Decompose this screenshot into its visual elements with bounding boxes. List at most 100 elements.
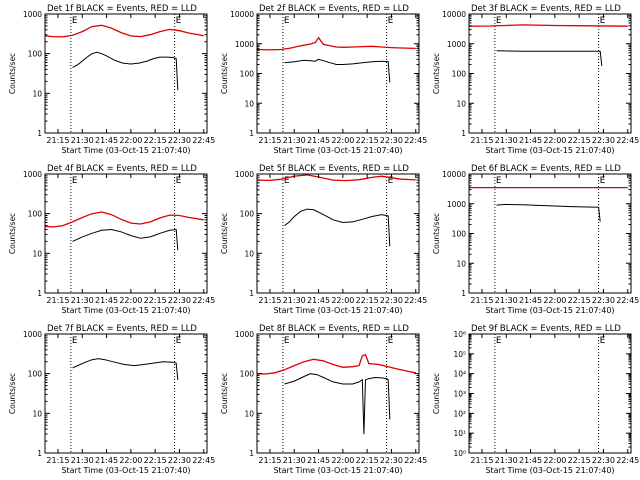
- series-line-black: [496, 50, 603, 66]
- plot-frame: [468, 13, 632, 134]
- series-line-black: [496, 203, 601, 222]
- x-tick-label: 22:45: [404, 296, 427, 305]
- x-tick-label: 21:15: [46, 456, 69, 465]
- x-tick-label: 22:15: [144, 456, 167, 465]
- x-tick-label: 21:45: [519, 456, 542, 465]
- x-tick-label: 21:15: [470, 136, 493, 145]
- y-tick-label: 1: [37, 129, 42, 138]
- y-axis-label: Counts/sec: [220, 373, 229, 414]
- x-tick-label: 21:30: [71, 296, 94, 305]
- panel-title: Det 4f BLACK = Events, RED = LLD: [47, 164, 197, 174]
- event-marker-label: E: [72, 16, 78, 26]
- x-tick-label: 22:30: [380, 456, 403, 465]
- y-axis-label: Counts/sec: [8, 213, 17, 254]
- x-tick-label: 22:15: [356, 136, 379, 145]
- y-tick-label: 100: [240, 70, 255, 79]
- x-tick-label: 21:15: [258, 296, 281, 305]
- x-tick-label: 22:00: [119, 296, 142, 305]
- y-tick-label: 10: [32, 249, 42, 258]
- x-tick-label: 21:15: [46, 136, 69, 145]
- x-tick-label: 22:15: [568, 296, 591, 305]
- x-axis-label: Start Time (03-Oct-15 21:07:40): [485, 306, 614, 315]
- x-tick-label: 21:45: [95, 136, 118, 145]
- panel-title: Det 6f BLACK = Events, RED = LLD: [471, 164, 621, 174]
- y-axis-label: Counts/sec: [8, 53, 17, 94]
- plot-frame: [468, 333, 632, 454]
- x-tick-label: 21:15: [470, 456, 493, 465]
- plot-frame: [44, 13, 208, 134]
- y-tick-label: 10¹: [453, 429, 466, 438]
- x-tick-label: 21:30: [495, 136, 518, 145]
- panel-title: Det 1f BLACK = Events, RED = LLD: [47, 4, 197, 14]
- x-tick-label: 22:00: [543, 296, 566, 305]
- y-tick-label: 10⁵: [453, 350, 466, 359]
- x-tick-label: 22:45: [616, 136, 639, 145]
- x-tick-label: 21:15: [46, 296, 69, 305]
- y-tick-label: 1000: [235, 170, 254, 179]
- x-tick-label: 22:00: [543, 456, 566, 465]
- x-tick-label: 21:45: [307, 296, 330, 305]
- y-tick-label: 100: [240, 210, 255, 219]
- y-tick-label: 1000: [447, 40, 466, 49]
- series-line-black: [284, 208, 391, 247]
- x-tick-label: 22:45: [404, 136, 427, 145]
- x-tick-label: 22:45: [404, 456, 427, 465]
- x-tick-label: 21:30: [495, 296, 518, 305]
- event-marker-label: E: [284, 176, 290, 186]
- x-tick-label: 21:30: [495, 456, 518, 465]
- series-line-black: [284, 373, 391, 435]
- y-tick-label: 10: [244, 99, 254, 108]
- x-tick-label: 22:00: [119, 456, 142, 465]
- x-tick-label: 22:30: [592, 296, 615, 305]
- x-tick-label: 21:45: [519, 296, 542, 305]
- x-tick-label: 22:30: [168, 136, 191, 145]
- panel-title: Det 3f BLACK = Events, RED = LLD: [471, 4, 621, 14]
- x-tick-label: 22:00: [331, 136, 354, 145]
- y-tick-label: 10³: [453, 390, 466, 399]
- event-marker-label: E: [496, 336, 502, 346]
- y-tick-label: 10000: [442, 10, 466, 19]
- y-tick-label: 1: [249, 289, 254, 298]
- plot-frame: [468, 173, 632, 294]
- y-axis-label: Counts/sec: [432, 373, 441, 414]
- x-axis-label: Start Time (03-Oct-15 21:07:40): [61, 306, 190, 315]
- plot-frame: [44, 333, 208, 454]
- x-tick-label: 22:45: [192, 296, 215, 305]
- x-axis-label: Start Time (03-Oct-15 21:07:40): [273, 306, 402, 315]
- y-tick-label: 10: [244, 409, 254, 418]
- y-tick-label: 10⁴: [453, 370, 466, 379]
- x-tick-label: 21:30: [71, 136, 94, 145]
- plot-frame: [256, 13, 420, 134]
- panel-title: Det 9f BLACK = Events, RED = LLD: [471, 324, 621, 334]
- y-tick-label: 10⁰: [453, 449, 466, 458]
- x-tick-label: 21:45: [95, 296, 118, 305]
- panel-title: Det 8f BLACK = Events, RED = LLD: [259, 324, 409, 334]
- event-marker-label: E: [496, 16, 502, 26]
- x-tick-label: 21:30: [283, 456, 306, 465]
- y-axis-label: Counts/sec: [432, 53, 441, 94]
- y-tick-label: 100: [28, 370, 43, 379]
- y-tick-label: 1: [249, 449, 254, 458]
- x-tick-label: 22:30: [168, 456, 191, 465]
- event-marker-label: E: [176, 336, 182, 346]
- y-tick-label: 10: [456, 99, 466, 108]
- x-tick-label: 22:30: [592, 136, 615, 145]
- event-marker-label: E: [72, 176, 78, 186]
- y-tick-label: 1000: [235, 40, 254, 49]
- x-tick-label: 21:45: [95, 456, 118, 465]
- series-line-black: [72, 358, 179, 380]
- plot-frame: [256, 333, 420, 454]
- event-marker-label: E: [176, 176, 182, 186]
- y-tick-label: 1: [461, 289, 466, 298]
- y-tick-label: 10⁶: [453, 330, 466, 339]
- x-tick-label: 21:30: [71, 456, 94, 465]
- y-axis-label: Counts/sec: [8, 373, 17, 414]
- y-tick-label: 1000: [23, 330, 42, 339]
